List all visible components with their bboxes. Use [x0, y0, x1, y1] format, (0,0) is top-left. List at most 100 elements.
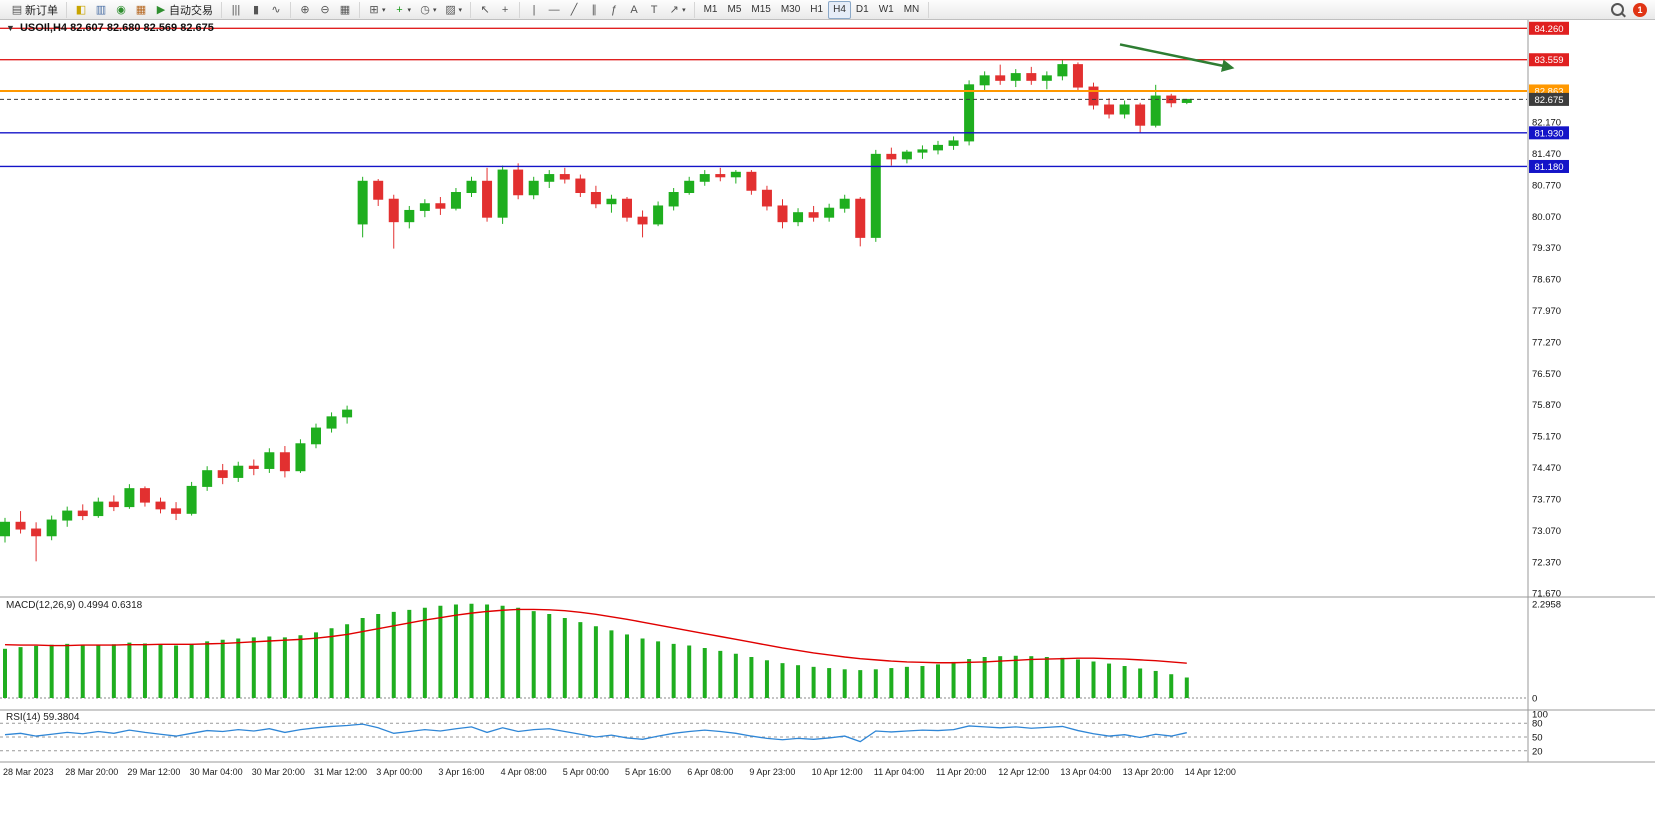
navigator-icon[interactable]: ◉ — [111, 1, 131, 19]
autotrading-button-label: 自动交易 — [169, 4, 213, 17]
timeframe-h4[interactable]: H4 — [828, 0, 851, 19]
candle-body — [357, 180, 368, 225]
candle-body — [653, 205, 664, 225]
candle-body — [777, 205, 788, 223]
channel-icon[interactable]: ∥ — [584, 1, 604, 19]
zoom-in-icon[interactable]: ⊕ — [295, 1, 315, 19]
timeframe-m5[interactable]: M5 — [727, 4, 742, 15]
time-tick-label: 30 Mar 20:00 — [252, 767, 305, 777]
text-icon[interactable]: A — [624, 1, 644, 19]
arrange-windows-icon[interactable]: ⊞ ▾ — [364, 1, 390, 19]
market-watch-icon[interactable]: ◧ — [71, 1, 91, 19]
candle-body — [202, 470, 213, 487]
price-tick-label: 82.170 — [1532, 118, 1561, 129]
macd-tick-label: 0 — [1532, 694, 1537, 705]
price-tick-label: 76.570 — [1532, 369, 1561, 380]
new-order-button[interactable]: ▤ 新订单 — [7, 1, 62, 19]
arrows-icon-caret: ▾ — [682, 6, 686, 14]
horizontal-line-icon-glyph: — — [548, 3, 560, 16]
rsi-tick-label: 20 — [1532, 746, 1543, 757]
templates-icon[interactable]: ▨ ▾ — [441, 1, 467, 19]
main-toolbar: ▤ 新订单 ◧ ▥ ◉ ▦ ▶ 自动交易 ||| ▮ ∿ ⊕ ⊖ ▦ ⊞ ▾ + ▾ ◷ ▾ ▨ ▾ ↖ + | — ╱ ∥ ƒ A T ↗ ▾… — [0, 0, 1655, 20]
fibonacci-icon-glyph: ƒ — [611, 3, 618, 16]
indicators-icon-glyph: + — [396, 3, 403, 16]
rsi-label: RSI(14) 59.3804 — [6, 712, 80, 723]
candlestick-chart-icon[interactable]: ▮ — [246, 1, 266, 19]
tile-windows-icon[interactable]: ▦ — [335, 1, 355, 19]
crosshair-icon-glyph: + — [501, 3, 509, 16]
periods-icon[interactable]: ◷ ▾ — [415, 1, 441, 19]
candle-body — [1119, 104, 1130, 115]
chart-menu-icon[interactable]: ▼ — [6, 23, 15, 33]
horizontal-line-icon[interactable]: — — [544, 1, 564, 19]
candle-body — [575, 178, 586, 194]
time-tick-label: 13 Apr 20:00 — [1123, 767, 1174, 777]
line-chart-icon-glyph: ∿ — [271, 3, 281, 16]
candle-body — [450, 192, 461, 209]
timeframe-h1[interactable]: H1 — [810, 4, 824, 15]
notification-badge[interactable]: 1 — [1633, 2, 1647, 17]
candle-body — [139, 488, 150, 503]
trendline-icon-glyph: ╱ — [570, 3, 578, 16]
indicators-icon-caret: ▾ — [407, 6, 412, 14]
timeframe-m30[interactable]: M30 — [780, 4, 801, 15]
timeframe-mn[interactable]: MN — [903, 4, 920, 15]
price-line-label: 81.930 — [1534, 128, 1563, 139]
timeframe-m15[interactable]: M15 — [751, 4, 771, 15]
rsi-tick-label: 80 — [1532, 719, 1543, 730]
candle-body — [793, 212, 804, 223]
bar-chart-icon[interactable]: ||| — [226, 1, 246, 19]
trendline-icon[interactable]: ╱ — [564, 1, 584, 19]
crosshair-icon[interactable]: + — [495, 1, 515, 19]
label-icon-glyph: T — [650, 3, 658, 16]
candle-body — [808, 212, 819, 218]
time-tick-label: 29 Mar 12:00 — [127, 767, 180, 777]
macd-signal-line — [4, 608, 1187, 664]
vertical-line-icon[interactable]: | — [524, 1, 544, 19]
search-icon[interactable] — [1611, 3, 1624, 16]
label-icon[interactable]: T — [644, 1, 664, 19]
time-tick-label: 12 Apr 12:00 — [998, 767, 1049, 777]
fibonacci-icon[interactable]: ƒ — [604, 1, 624, 19]
candle-body — [528, 180, 539, 196]
channel-icon-glyph: ∥ — [591, 3, 597, 16]
time-tick-label: 28 Mar 20:00 — [65, 767, 118, 777]
candle-body — [31, 528, 42, 537]
candle-body — [544, 174, 555, 182]
price-line-label-box — [1529, 21, 1569, 35]
candle-body — [933, 144, 943, 151]
autotrading-button[interactable]: ▶ 自动交易 — [151, 1, 217, 19]
candle-body — [0, 521, 10, 537]
candle-body — [1088, 86, 1099, 106]
tile-windows-icon-glyph: ▦ — [339, 3, 351, 16]
zoom-out-icon[interactable]: ⊖ — [315, 1, 335, 19]
candle-body — [715, 174, 726, 178]
candle-body — [761, 189, 772, 207]
candle-body — [513, 169, 524, 196]
data-window-icon[interactable]: ▥ — [91, 1, 111, 19]
candle-body — [466, 180, 477, 194]
arrows-icon[interactable]: ↗ ▾ — [664, 1, 690, 19]
candle-body — [404, 209, 415, 223]
arrows-icon-glyph: ↗ — [669, 3, 679, 16]
candle-body — [419, 203, 430, 211]
trend-arrow[interactable] — [1119, 43, 1235, 72]
cursor-icon[interactable]: ↖ — [475, 1, 495, 19]
candle-body — [435, 203, 446, 209]
autotrading-button-glyph: ▶ — [156, 3, 166, 16]
timeframe-m1[interactable]: M1 — [703, 4, 718, 15]
timeframe-w1[interactable]: W1 — [878, 4, 894, 15]
indicators-icon[interactable]: + ▾ — [390, 1, 416, 19]
timeframe-d1[interactable]: D1 — [855, 4, 869, 15]
periods-icon-glyph: ◷ — [420, 3, 430, 16]
chart-window[interactable]: 84.260 83.559 82.863 82.675 81.930 81.180 82.1… — [0, 20, 1655, 825]
candle-body — [248, 465, 259, 469]
candle-body — [264, 452, 275, 469]
time-tick-label: 13 Apr 04:00 — [1060, 767, 1111, 777]
toolbar-right: 1 — [1611, 2, 1652, 17]
line-chart-icon[interactable]: ∿ — [266, 1, 286, 19]
terminal-icon[interactable]: ▦ — [131, 1, 151, 19]
time-tick-label: 9 Apr 23:00 — [749, 767, 795, 777]
zoom-in-icon-glyph: ⊕ — [300, 3, 310, 16]
